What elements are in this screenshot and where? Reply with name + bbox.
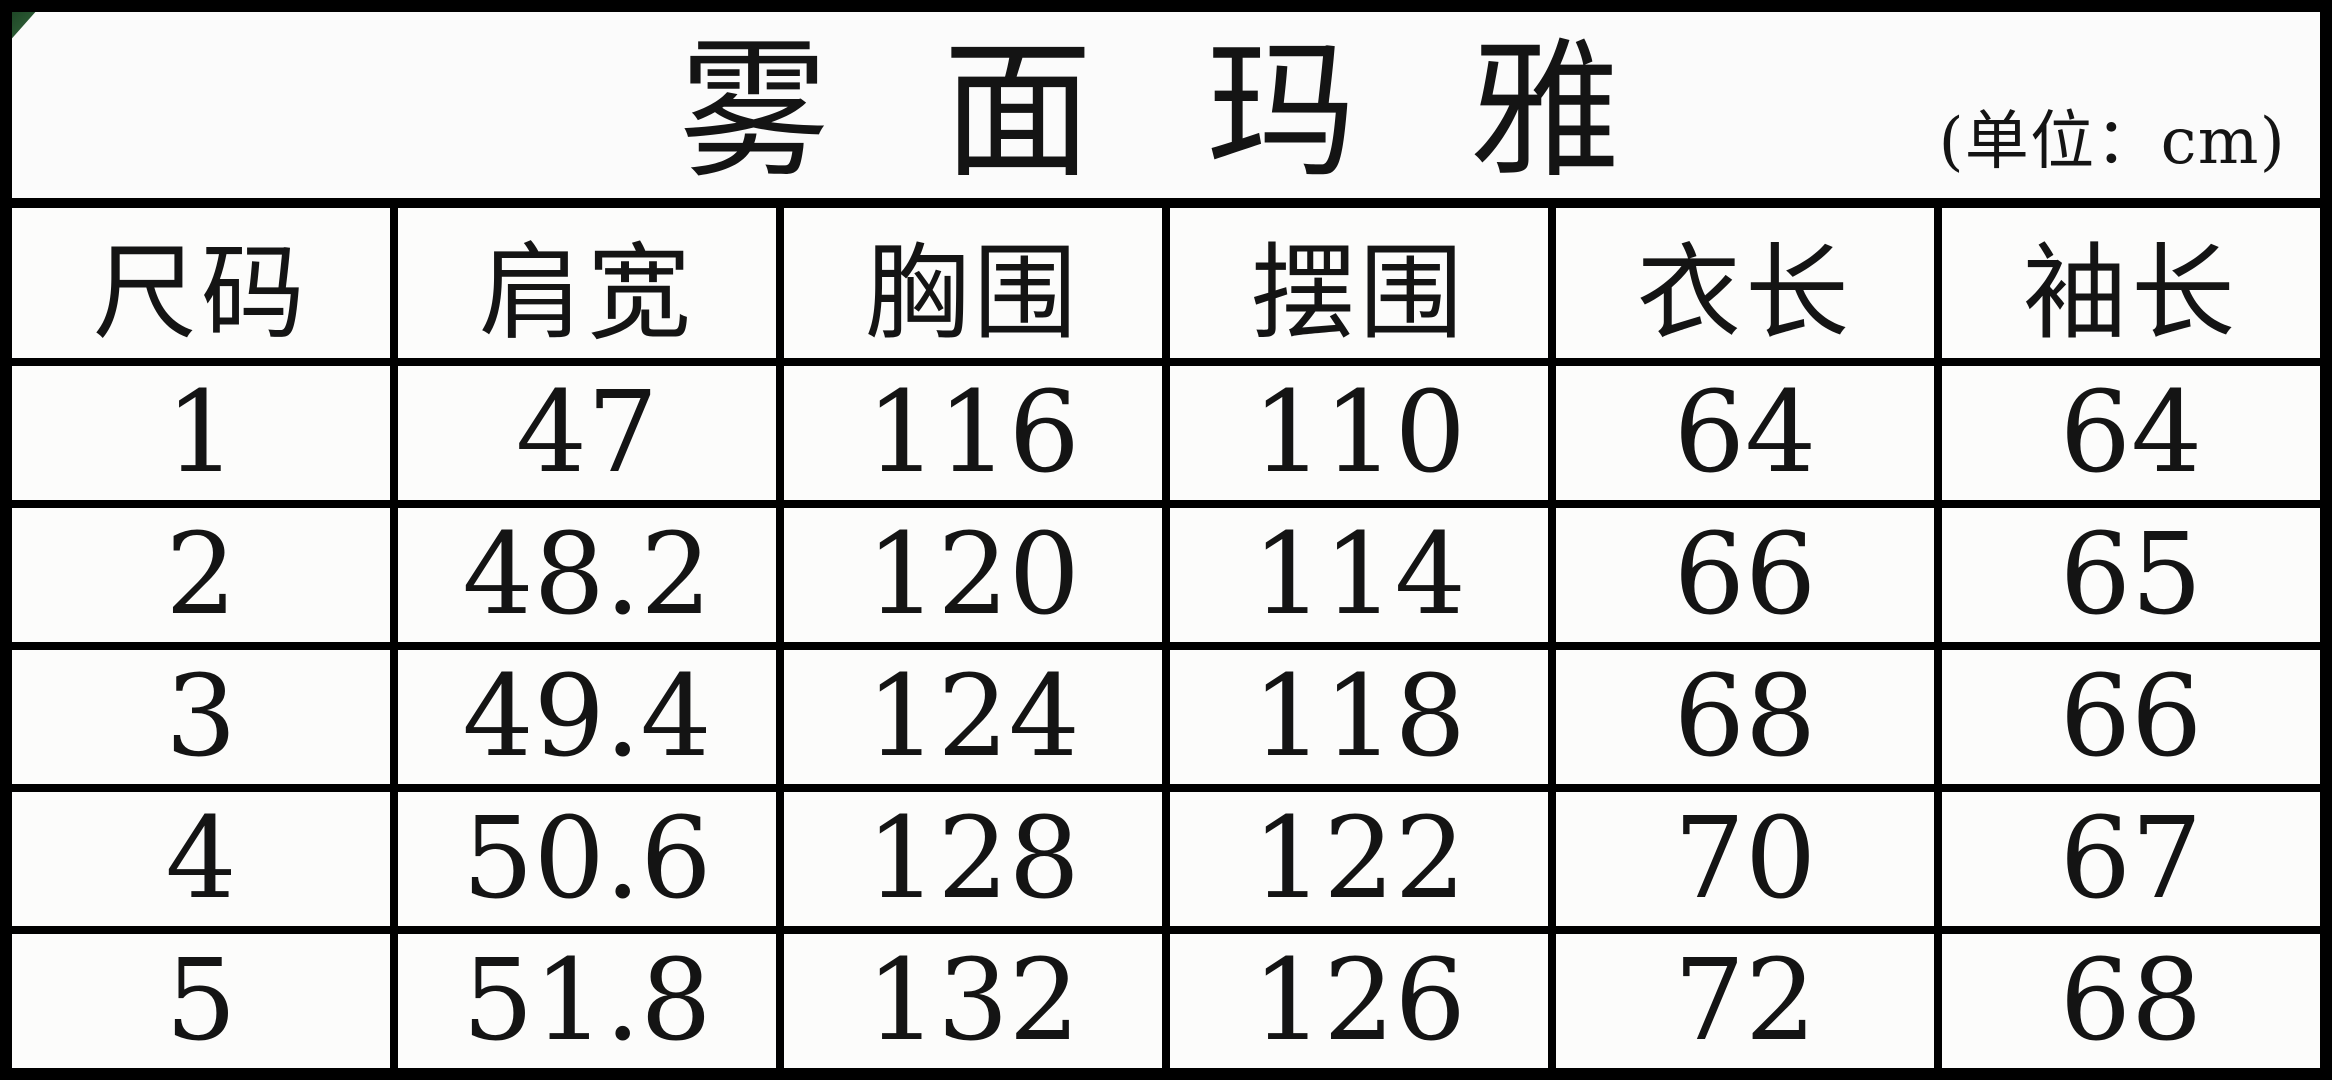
cell-r3-sleeve-length: 66 bbox=[1942, 650, 2320, 784]
size-table: 尺码 肩宽 胸围 摆围 衣长 袖长 1 47 116 110 64 64 2 4… bbox=[12, 198, 2320, 1068]
cell-r2-garment-length: 66 bbox=[1556, 508, 1934, 642]
cell-r3-hem: 118 bbox=[1170, 650, 1548, 784]
cell-r5-garment-length: 72 bbox=[1556, 934, 1934, 1068]
cell-r5-size: 5 bbox=[12, 934, 390, 1068]
column-header-size: 尺码 bbox=[12, 208, 390, 358]
cell-r3-garment-length: 68 bbox=[1556, 650, 1934, 784]
cell-r3-size: 3 bbox=[12, 650, 390, 784]
cell-r3-bust: 124 bbox=[784, 650, 1162, 784]
cell-r1-shoulder-width: 47 bbox=[398, 366, 776, 500]
column-header-hem: 摆围 bbox=[1170, 208, 1548, 358]
cell-r2-hem: 114 bbox=[1170, 508, 1548, 642]
cell-r2-bust: 120 bbox=[784, 508, 1162, 642]
cell-r2-sleeve-length: 65 bbox=[1942, 508, 2320, 642]
unit-note: (单位：cm) bbox=[1938, 105, 2286, 179]
cell-r5-bust: 132 bbox=[784, 934, 1162, 1068]
cell-r4-bust: 128 bbox=[784, 792, 1162, 926]
cell-r3-shoulder-width: 49.4 bbox=[398, 650, 776, 784]
column-header-shoulder-width: 肩宽 bbox=[398, 208, 776, 358]
cell-r1-hem: 110 bbox=[1170, 366, 1548, 500]
cell-r5-sleeve-length: 68 bbox=[1942, 934, 2320, 1068]
cell-r5-shoulder-width: 51.8 bbox=[398, 934, 776, 1068]
cell-r4-shoulder-width: 50.6 bbox=[398, 792, 776, 926]
cell-r1-size: 1 bbox=[12, 366, 390, 500]
cell-r5-hem: 126 bbox=[1170, 934, 1548, 1068]
cell-r4-garment-length: 70 bbox=[1556, 792, 1934, 926]
column-header-sleeve-length: 袖长 bbox=[1942, 208, 2320, 358]
cell-r4-sleeve-length: 67 bbox=[1942, 792, 2320, 926]
cell-r2-size: 2 bbox=[12, 508, 390, 642]
cell-r2-shoulder-width: 48.2 bbox=[398, 508, 776, 642]
cell-r4-hem: 122 bbox=[1170, 792, 1548, 926]
cell-r4-size: 4 bbox=[12, 792, 390, 926]
cell-r1-bust: 116 bbox=[784, 366, 1162, 500]
title-row: 雾 面 玛 雅 (单位：cm) bbox=[12, 12, 2320, 199]
column-header-garment-length: 衣长 bbox=[1556, 208, 1934, 358]
cell-r1-garment-length: 64 bbox=[1556, 366, 1934, 500]
page-title: 雾 面 玛 雅 bbox=[678, 25, 1654, 199]
cell-r1-sleeve-length: 64 bbox=[1942, 366, 2320, 500]
column-header-bust: 胸围 bbox=[784, 208, 1162, 358]
